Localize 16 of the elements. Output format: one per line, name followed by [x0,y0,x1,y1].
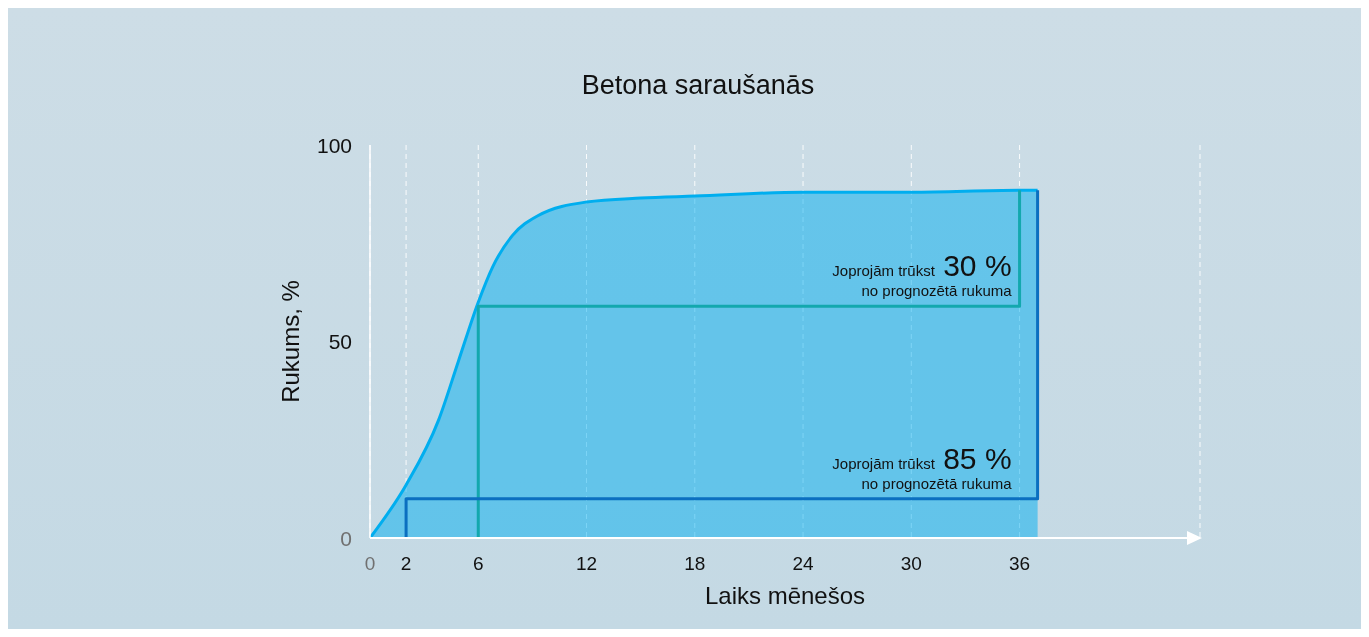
y-tick-label: 50 [328,330,352,353]
annotation: Joprojām trūkst 85 % no prognozētā rukuma [832,441,1013,492]
y-axis-title: Rukums, % [276,280,304,403]
x-tick-label: 24 [792,552,815,574]
x-axis-title: Laiks mēnešos [704,582,866,609]
y-tick-label: 100 [316,133,352,157]
x-tick-label: 2 [400,552,412,574]
x-tick-label: 18 [684,552,706,574]
x-tick-label: 0 [364,552,376,574]
x-tick-label: 6 [472,552,484,574]
x-tick-label: 30 [900,552,922,574]
annotation: Joprojām trūkst 30 % no prognozētā rukuma [832,249,1013,300]
x-tick-label: 12 [575,552,598,574]
x-tick-label: 36 [1008,552,1031,574]
chart-title: Betona saraušanās [580,70,816,101]
y-tick-label: 0 [340,526,352,550]
